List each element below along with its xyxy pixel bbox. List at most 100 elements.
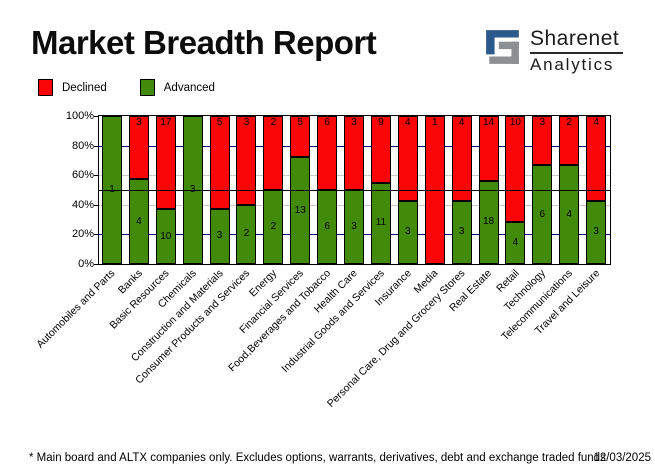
bar-advanced-segment bbox=[290, 157, 311, 264]
bar-advanced-value-label: 3 bbox=[183, 185, 203, 195]
bar-declined-segment bbox=[155, 116, 176, 210]
bar-advanced-value-label: 13 bbox=[294, 204, 306, 216]
bar-advanced-segment bbox=[505, 221, 526, 264]
bar-declined-value-label: 3 bbox=[243, 117, 250, 128]
y-axis-tick bbox=[94, 145, 98, 147]
bar-declined-segment bbox=[451, 116, 472, 201]
bar-declined-value-label: 6 bbox=[324, 117, 330, 128]
page-title: Market Breadth Report bbox=[31, 24, 377, 61]
legend-item-declined: Declined bbox=[38, 79, 107, 96]
bar-advanced-value-label: 4 bbox=[566, 208, 572, 220]
bar-declined-segment bbox=[532, 116, 553, 166]
logo-text: Sharenet Analytics bbox=[530, 27, 624, 75]
bar-advanced-segment bbox=[155, 209, 176, 264]
bar: 17 10 bbox=[155, 116, 176, 264]
bar-declined-value-label: 2 bbox=[270, 117, 277, 128]
plot-area: 1341710353322251366339114314314181043624… bbox=[98, 115, 611, 265]
y-axis-label: 80% bbox=[71, 139, 94, 152]
report-date: 12/03/2025 bbox=[593, 452, 651, 464]
bar-declined-segment bbox=[586, 116, 607, 201]
bar: 10 4 bbox=[505, 116, 526, 264]
bar-declined-segment bbox=[317, 116, 338, 190]
bar-advanced-segment bbox=[451, 200, 472, 264]
y-axis-label: 0% bbox=[78, 258, 94, 270]
bar-declined-segment bbox=[344, 116, 365, 190]
bar-advanced-value-label: 6 bbox=[539, 208, 546, 220]
chart-legend: Declined Advanced bbox=[38, 79, 215, 96]
reference-line-50pct bbox=[99, 190, 610, 191]
bar-advanced-segment bbox=[128, 179, 149, 264]
bar-declined-value-label: 3 bbox=[351, 117, 357, 128]
bar-advanced-value-label: 3 bbox=[593, 226, 599, 238]
y-axis-tick bbox=[94, 234, 98, 236]
bar-declined-value-label: 5 bbox=[297, 117, 304, 128]
bar-declined-segment bbox=[290, 116, 311, 158]
bar-advanced-segment bbox=[209, 208, 230, 264]
bar-declined-segment bbox=[128, 116, 149, 180]
bar: 9 11 bbox=[370, 116, 391, 264]
y-axis-label: 100% bbox=[65, 110, 94, 122]
declined-color-swatch bbox=[38, 79, 53, 96]
bar-declined-segment bbox=[236, 116, 257, 205]
bar-declined-value-label: 1 bbox=[431, 117, 438, 128]
bar: 14 18 bbox=[478, 116, 499, 264]
bar-declined-segment bbox=[478, 116, 499, 181]
bar-advanced-value-label: 18 bbox=[482, 216, 495, 228]
logo-sub-text: Analytics bbox=[530, 55, 615, 75]
bar-declined-segment bbox=[559, 116, 580, 166]
bar-declined-value-label: 2 bbox=[566, 117, 572, 128]
bar-advanced-segment bbox=[586, 200, 607, 264]
legend-label-declined: Declined bbox=[62, 81, 107, 94]
y-axis-label: 40% bbox=[71, 198, 94, 211]
bar-declined-value-label: 17 bbox=[160, 117, 172, 128]
y-axis-tick bbox=[94, 264, 98, 265]
logo-brand-text: Sharenet bbox=[530, 27, 624, 55]
bar-advanced-value-label: 3 bbox=[351, 221, 357, 232]
y-axis-label: 60% bbox=[71, 169, 94, 182]
sharenet-logo-icon bbox=[486, 30, 519, 64]
bar-declined-value-label: 3 bbox=[539, 117, 546, 128]
bar-advanced-segment bbox=[478, 180, 499, 264]
y-axis-tick bbox=[94, 204, 98, 206]
footnote: * Main board and ALTX companies only. Ex… bbox=[29, 452, 606, 464]
bar-advanced-value-label: 11 bbox=[375, 217, 387, 229]
bar-declined-value-label: 4 bbox=[405, 117, 411, 128]
bar-advanced-segment bbox=[397, 200, 418, 264]
bar-declined-value-label: 4 bbox=[593, 117, 599, 128]
bar-advanced-value-label: 1 bbox=[102, 185, 122, 195]
y-axis-tick bbox=[94, 116, 98, 117]
bar-advanced-value-label: 2 bbox=[270, 221, 277, 232]
bar-declined-value-label: 3 bbox=[136, 117, 142, 128]
legend-item-advanced: Advanced bbox=[139, 79, 215, 96]
x-axis-label: Automobiles and Parts bbox=[34, 267, 118, 351]
bar-advanced-value-label: 2 bbox=[243, 228, 250, 240]
bar: 5 13 bbox=[290, 116, 311, 264]
bar-advanced-segment bbox=[236, 204, 257, 264]
bar-advanced-value-label: 3 bbox=[458, 226, 465, 238]
bar-advanced-value-label: 4 bbox=[512, 236, 519, 248]
bar-declined-value-label: 5 bbox=[216, 117, 223, 128]
y-axis-label: 20% bbox=[71, 228, 94, 241]
advanced-color-swatch bbox=[139, 79, 155, 96]
bar-declined-segment bbox=[505, 116, 526, 222]
bar-declined-value-label: 14 bbox=[482, 117, 495, 128]
bar-advanced-value-label: 10 bbox=[160, 230, 172, 242]
bar-declined-segment bbox=[370, 116, 391, 183]
bar-declined-segment bbox=[263, 116, 284, 190]
bar-declined-segment bbox=[209, 116, 230, 209]
bar-advanced-value-label: 4 bbox=[136, 215, 142, 227]
sharenet-logo: Sharenet Analytics bbox=[484, 27, 624, 75]
bar-advanced-value-label: 3 bbox=[216, 230, 223, 242]
bar-declined-value-label: 10 bbox=[509, 117, 521, 128]
y-axis-tick bbox=[94, 175, 98, 177]
bar-advanced-value-label: 3 bbox=[405, 226, 411, 238]
